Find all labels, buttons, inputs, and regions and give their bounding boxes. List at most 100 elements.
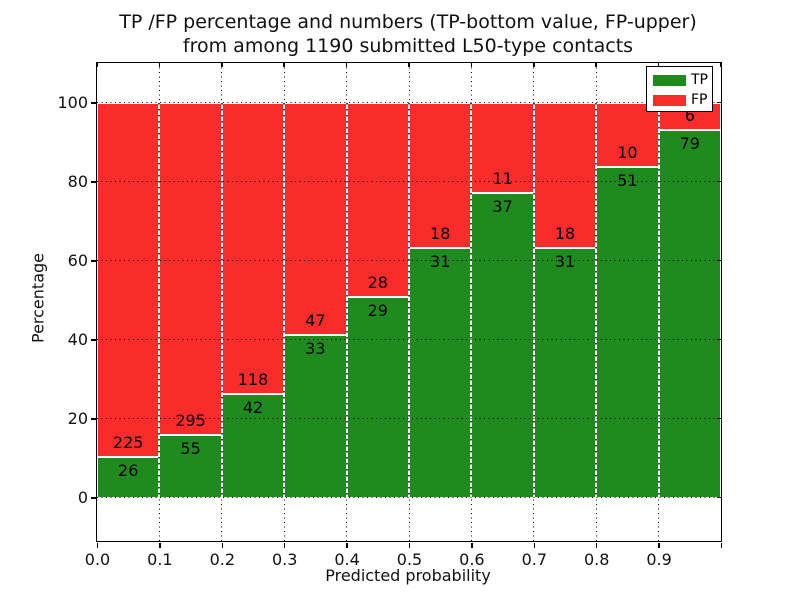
x-tick-top (221, 63, 223, 67)
tp-count-label: 79 (679, 134, 700, 154)
tp-count-label: 29 (367, 300, 388, 320)
x-tick (720, 543, 723, 548)
legend-label-tp: TP (691, 72, 708, 88)
x-tick-top (408, 63, 410, 67)
bar-segment-fp (221, 102, 285, 394)
y-tick-label: 80 (67, 172, 88, 191)
x-tick (658, 543, 660, 548)
x-tick-top (533, 63, 535, 67)
y-tick (91, 418, 96, 420)
x-tick (471, 543, 473, 548)
bar-boundary-line (345, 102, 348, 498)
fp-count-label: 6 (684, 106, 695, 126)
gridline-horizontal (97, 181, 721, 182)
legend-row-tp: TP (647, 71, 712, 89)
tp-count-label: 26 (118, 460, 139, 480)
bar-segment-tp (596, 167, 659, 498)
x-tick-label: 0.4 (334, 550, 360, 569)
y-tick-right (717, 496, 721, 499)
x-tick (283, 543, 286, 548)
y-tick-right (717, 338, 721, 341)
x-tick-top (657, 63, 660, 67)
tp-count-label: 33 (305, 338, 326, 358)
x-tick-top (720, 63, 721, 67)
x-tick-label: 0.1 (147, 550, 173, 569)
bar-segment-fp (159, 102, 222, 436)
x-axis-label: Predicted probability (325, 566, 491, 585)
x-tick-top (97, 63, 98, 67)
legend-label-fp: FP (691, 92, 708, 108)
x-tick-label: 0.9 (646, 550, 672, 569)
y-tick (91, 497, 96, 499)
y-tick-right (717, 101, 721, 104)
x-tick-label: 0.6 (459, 550, 485, 569)
bar-segment-tp (284, 334, 347, 498)
legend-row-fp: FP (647, 91, 712, 109)
x-tick-top (345, 63, 348, 67)
gridline-horizontal (97, 418, 721, 420)
bar-segment-tp (346, 296, 409, 498)
y-tick-label: 40 (67, 330, 88, 350)
bar-segment-fp (409, 102, 472, 248)
bar-boundary-line (158, 102, 161, 498)
bar-boundary-line (595, 102, 598, 498)
y-tick (91, 260, 96, 262)
bar-segment-fp (596, 102, 659, 168)
bar-segment-tp (221, 393, 285, 498)
y-tick (91, 181, 96, 183)
tp-count-label: 55 (180, 439, 201, 459)
bar-boundary-line (470, 102, 473, 498)
y-tick (91, 339, 96, 341)
gridline-horizontal (97, 497, 721, 499)
tp-count-label: 37 (492, 197, 513, 217)
fp-count-label: 28 (367, 272, 388, 292)
tp-count-label: 31 (430, 251, 451, 271)
gridline-horizontal (97, 339, 721, 341)
x-tick-label: 0.0 (84, 550, 111, 569)
bar-segment-tp (658, 130, 721, 498)
legend: TP FP (646, 66, 713, 112)
bar-boundary-line (657, 102, 660, 498)
x-tick-label: 0.3 (271, 550, 298, 569)
bar-segment-tp (471, 193, 534, 498)
bar-segment-tp (533, 247, 597, 498)
legend-swatch-fp (653, 95, 686, 106)
x-tick-label: 0.5 (396, 550, 423, 569)
tp-count-label: 51 (617, 171, 638, 191)
x-tick (96, 543, 99, 548)
fp-count-label: 225 (112, 432, 144, 452)
legend-swatch-tp (653, 75, 686, 86)
bar-boundary-line (220, 102, 223, 498)
y-tick-right (717, 417, 721, 420)
bar-segment-tp (159, 435, 222, 498)
x-tick-top (158, 63, 161, 67)
bar-boundary-line (408, 102, 410, 498)
tp-count-label: 42 (242, 397, 264, 417)
bar-segment-tp (409, 247, 472, 498)
x-tick (533, 543, 536, 548)
fp-count-label: 47 (305, 310, 326, 330)
x-tick-label: 0.7 (521, 550, 548, 569)
x-tick (595, 543, 598, 548)
bar-segment-fp (471, 102, 534, 194)
x-tick (159, 543, 161, 548)
bar-boundary-line (532, 102, 535, 498)
y-tick-label: 0 (77, 488, 88, 508)
gridline-horizontal (97, 260, 721, 262)
fp-count-label: 18 (430, 223, 451, 243)
fp-count-label: 295 (175, 411, 206, 431)
x-tick (346, 543, 348, 548)
fp-count-label: 10 (617, 143, 638, 163)
chart-title: TP /FP percentage and numbers (TP-bottom… (96, 10, 720, 58)
bar-segment-fp (346, 102, 409, 297)
fp-count-label: 18 (554, 223, 576, 243)
x-tick-top (283, 63, 285, 67)
bar-segment-fp (97, 102, 160, 457)
bar-segment-tp (97, 456, 160, 498)
chart-title-line2: from among 1190 submitted L50-type conta… (182, 35, 634, 57)
x-tick (408, 543, 411, 548)
fp-count-label: 11 (492, 169, 513, 189)
bar-boundary-line (283, 102, 286, 498)
y-tick-label: 60 (67, 251, 88, 271)
